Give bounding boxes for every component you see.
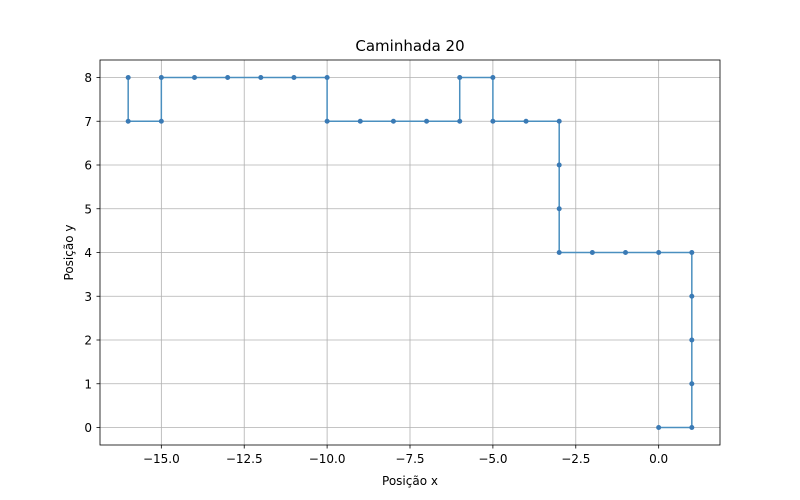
y-tick-label: 5 — [84, 202, 92, 216]
walk-point — [490, 118, 496, 124]
x-axis-ticks: −15.0 −12.5 −10.0 −7.5 −5.0 −2.5 0.0 — [143, 445, 668, 466]
walk-point — [324, 118, 330, 124]
y-tick-label: 7 — [84, 115, 92, 129]
y-tick-label: 2 — [84, 334, 92, 348]
y-tick-label: 3 — [84, 290, 92, 304]
walk-point — [158, 118, 164, 124]
x-tick-label: −10.0 — [309, 452, 346, 466]
y-axis-ticks: 0 1 2 3 4 5 6 7 8 — [84, 71, 100, 435]
walk-point — [689, 425, 695, 430]
walk-point — [390, 118, 396, 124]
walk-point — [457, 75, 463, 80]
walk-point — [556, 250, 562, 255]
y-tick-label: 6 — [84, 159, 92, 173]
x-tick-label: −2.5 — [561, 452, 590, 466]
walk-point — [424, 118, 430, 124]
walk-point — [158, 75, 164, 80]
walk-point — [357, 118, 363, 124]
walk-point — [556, 206, 562, 212]
x-tick-label: −12.5 — [226, 452, 263, 466]
walk-point — [689, 337, 695, 343]
walk-point — [125, 118, 131, 124]
walk-point — [523, 118, 529, 124]
y-tick-label: 0 — [84, 421, 92, 435]
x-axis-title: Posição x — [382, 474, 438, 488]
walk-point — [623, 250, 629, 255]
walk-point — [324, 75, 330, 80]
walk-point — [191, 75, 197, 80]
walk-point — [656, 425, 662, 430]
walk-point — [291, 75, 297, 80]
x-tick-label: −7.5 — [395, 452, 424, 466]
x-tick-label: −5.0 — [478, 452, 507, 466]
x-tick-label: 0.0 — [649, 452, 668, 466]
walk-point — [258, 75, 264, 80]
walk-point — [689, 381, 695, 387]
y-tick-label: 1 — [84, 377, 92, 391]
walk-point — [490, 75, 496, 80]
y-tick-label: 8 — [84, 71, 92, 85]
walk-point — [656, 250, 662, 255]
walk-point — [689, 250, 695, 255]
series — [125, 75, 695, 430]
walk-point — [125, 75, 131, 80]
walk-point — [457, 118, 463, 124]
chart-title: Caminhada 20 — [355, 37, 464, 55]
y-axis-title: Posição y — [62, 225, 76, 281]
x-tick-label: −15.0 — [143, 452, 180, 466]
y-tick-label: 4 — [84, 246, 92, 260]
walk-point — [556, 162, 562, 168]
walk-point — [589, 250, 595, 255]
walk-point — [556, 118, 562, 124]
walk-point — [689, 293, 695, 299]
walk-point — [225, 75, 231, 80]
